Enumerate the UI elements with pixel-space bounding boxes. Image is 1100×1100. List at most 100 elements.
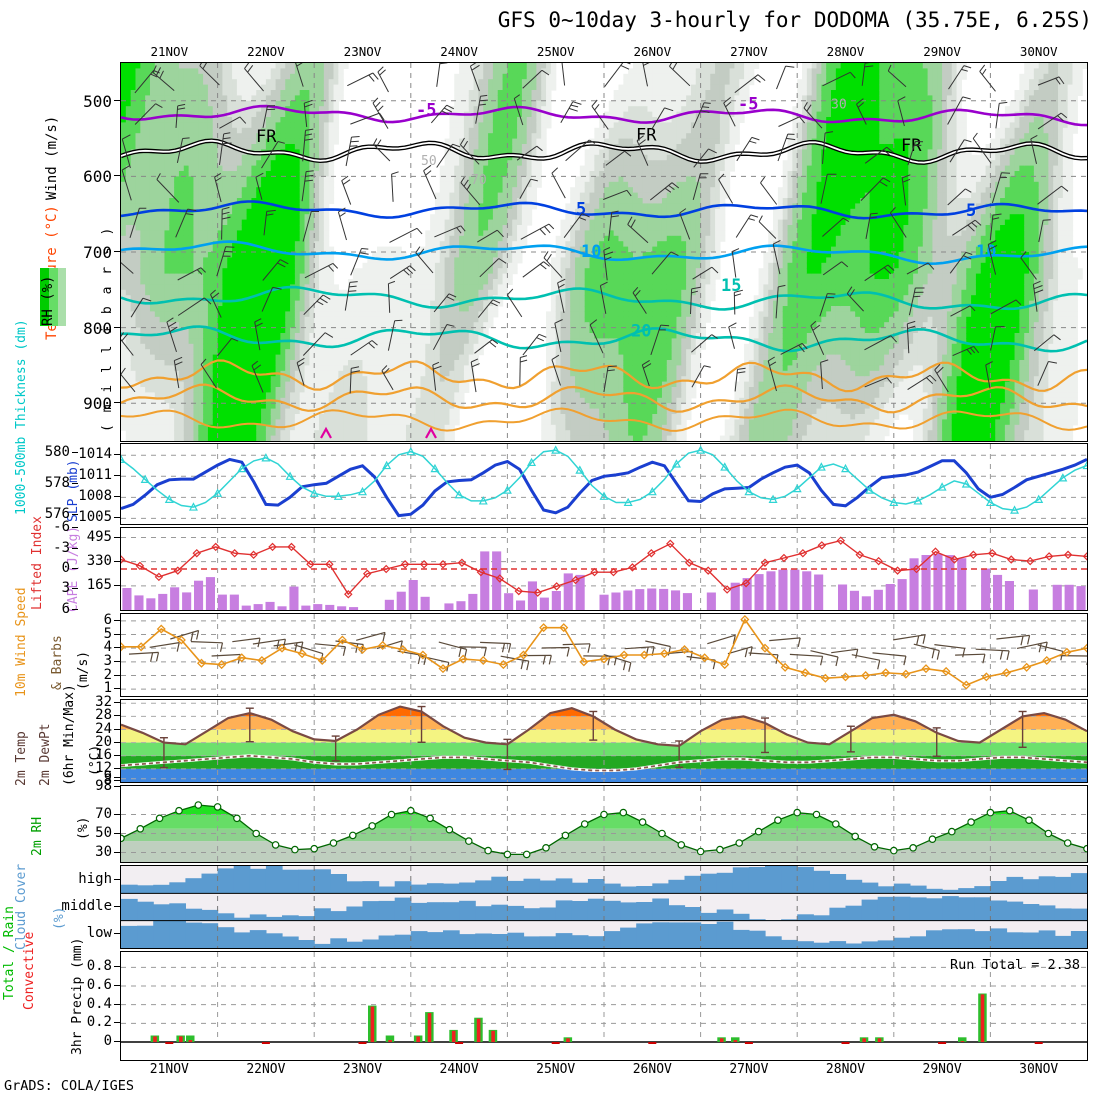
isotherm-5 (121, 200, 1087, 220)
wind10m-panel[interactable] (120, 613, 1088, 697)
y-tick-mark (114, 175, 120, 177)
date-tick-bottom-29NOV: 29NOV (922, 1062, 962, 1077)
y-tick-mark (72, 568, 78, 569)
date-tick-21NOV: 21NOV (150, 44, 189, 59)
cape-bars (122, 551, 1086, 610)
y-tick-mark (114, 674, 120, 676)
y-tick-label: 5 (103, 625, 112, 642)
y-tick-label: 30 (95, 843, 112, 860)
isotherm-label-10: 10 (976, 242, 996, 262)
grads-credit: GrADS: COLA/IGES (4, 1078, 135, 1094)
upper-air-wind-barbs (121, 63, 1069, 394)
rh-contour-label: 70 (471, 173, 487, 188)
dewpt2m-axis-label: 2m DewPt (38, 723, 53, 786)
cloud-row-tick (114, 878, 120, 880)
y-tick-mark (114, 966, 120, 968)
upper-air-rh-label: RH (%) (40, 275, 56, 326)
y-tick-label: 20 (95, 733, 112, 750)
y-tick-mark (114, 780, 120, 782)
lifted-index-markers (121, 536, 1087, 599)
y-tick-mark (114, 851, 120, 853)
precip-convective-label: Convective (22, 931, 37, 1010)
rh2m-markers (121, 801, 1087, 859)
y-tick-mark (72, 608, 78, 610)
y-tick-label: 600 (83, 167, 112, 187)
y-tick-label: 0.6 (86, 977, 112, 993)
y-tick-label: 3 (61, 580, 70, 597)
isotherm-20 (121, 325, 1087, 353)
y-tick-mark (114, 660, 120, 662)
thickness-line (121, 449, 1087, 511)
cloud-row-label-high: high (78, 870, 112, 887)
lifted-index-line (121, 539, 1087, 596)
y-tick-label: -6 (53, 519, 70, 536)
y-tick-label: 32 (95, 694, 112, 711)
y-tick-mark (114, 99, 120, 101)
freezing-level-inner (121, 139, 1087, 164)
date-tick-bottom-25NOV: 25NOV (536, 1062, 576, 1077)
y-tick-label: 0.8 (86, 958, 112, 975)
cloud-cover-panel[interactable] (120, 865, 1088, 949)
bottom-date-axis: 21NOV 22NOV 23NOV 24NOV 25NOV 26NOV 27NOV 28NOV… (120, 1062, 1088, 1082)
precip-panel[interactable] (120, 951, 1088, 1061)
y-tick-mark (72, 588, 78, 590)
y-tick-label: 70 (95, 805, 112, 822)
wind10m-speed-line (121, 617, 1087, 687)
isotherm-label-5: 5 (576, 200, 586, 220)
y-tick-mark (114, 496, 120, 498)
y-tick-label: 165 (86, 576, 112, 593)
y-tick-label: 24 (95, 720, 112, 737)
date-tick-bottom-21NOV: 21NOV (149, 1062, 189, 1077)
wind10m-barbs (128, 629, 1087, 672)
isotherm-label-5: 5 (966, 201, 976, 221)
y-tick-label: 495 (86, 528, 112, 545)
rh-color-swatch (40, 268, 66, 326)
date-tick-bottom-24NOV: 24NOV (439, 1062, 479, 1077)
y-tick-mark (114, 454, 120, 456)
freezing-level-label-0: FR (256, 127, 277, 147)
y-tick-mark (114, 1022, 120, 1024)
date-tick-bottom-22NOV: 22NOV (246, 1062, 286, 1077)
y-tick-mark (114, 688, 120, 690)
isotherm-label--5: -5 (416, 101, 436, 121)
y-tick-mark (114, 536, 120, 538)
isotherm-label--5: -5 (738, 95, 758, 115)
upper-air-panel[interactable]: -5 -5 5 5 10 10 15 20 50 70 30 FR FR FR (120, 62, 1088, 442)
isotherm-minus5 (121, 104, 1087, 127)
slp-thickness-panel[interactable] (120, 443, 1088, 525)
y-tick-mark (114, 619, 120, 621)
y-tick-mark (114, 517, 120, 519)
precip-bars (150, 993, 987, 1042)
y-tick-mark (114, 767, 120, 769)
rh2m-panel[interactable] (120, 785, 1088, 863)
isotherm-orange-1 (121, 359, 1087, 393)
y-tick-mark (114, 715, 120, 717)
cloud-row-middle (121, 896, 1087, 921)
date-tick-23NOV: 23NOV (343, 44, 382, 59)
y-tick-mark (114, 402, 120, 404)
temp2m-panel[interactable] (120, 699, 1088, 783)
cape-lifted-index-panel[interactable] (120, 527, 1088, 611)
dewpt2m-line (121, 754, 1087, 772)
isotherm-10 (121, 240, 1087, 266)
y-tick-label: 0.2 (86, 1014, 112, 1031)
y-tick-mark (114, 1003, 120, 1005)
y-tick-mark (114, 813, 120, 815)
date-tick-24NOV: 24NOV (440, 44, 478, 59)
y-tick-mark (114, 1041, 120, 1042)
y-tick-mark (114, 560, 120, 562)
cloud-row-tick (114, 906, 120, 907)
y-tick-mark (114, 728, 120, 730)
isotherm-label-10: 10 (581, 242, 601, 262)
y-tick-mark (72, 547, 78, 549)
upper-air-wind-label: Wind (m/s) (44, 115, 60, 200)
y-tick-mark (114, 741, 120, 743)
wind10m-axis-label-2: & Barbs (50, 635, 65, 690)
date-tick-30NOV: 30NOV (1019, 44, 1058, 59)
y-tick-mark (114, 475, 120, 477)
y-tick-label: 3 (103, 652, 112, 669)
y-tick-mark (72, 527, 78, 529)
y-tick-label: 6 (61, 600, 70, 617)
y-tick-label: 12 (95, 759, 112, 776)
